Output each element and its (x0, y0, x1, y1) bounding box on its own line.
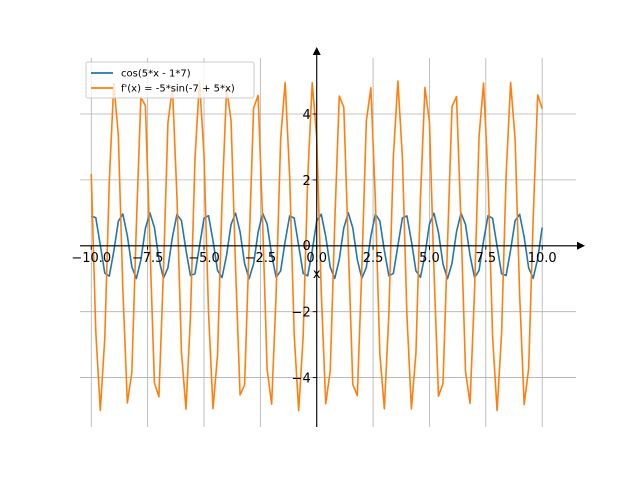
x-tick-label: 5.0 (419, 251, 440, 266)
axes (80, 47, 585, 427)
y-tick-label: −4 (292, 372, 311, 387)
x-tick-label: −10.0 (71, 251, 111, 266)
x-tick-label: −7.5 (132, 251, 164, 266)
legend-entry-label: f'(x) = -5*sin(-7 + 5*x) (121, 84, 235, 95)
x-tick-label: −5.0 (188, 251, 220, 266)
y-axis-arrow (312, 47, 321, 55)
legend: cos(5*x - 1*7) f'(x) = -5*sin(-7 + 5*x) (85, 61, 255, 99)
legend-box (85, 61, 255, 99)
x-tick-label: 0.0 (306, 251, 327, 266)
x-tick-label: 10.0 (528, 251, 557, 266)
x-axis-label: x (313, 267, 321, 282)
y-tick-label: 0 (302, 239, 310, 254)
y-tick-label: 4 (302, 108, 310, 123)
x-tick-label: 7.5 (475, 251, 496, 266)
x-tick-label: 2.5 (363, 251, 384, 266)
y-tick-label: −2 (292, 306, 311, 321)
x-axis-arrow (577, 241, 585, 250)
x-tick-label: −2.5 (245, 251, 277, 266)
tick-labels: −10.0 −7.5 −5.0 −2.5 0.0 2.5 5.0 7.5 10.0 −4 −2 2 4 0 (71, 108, 556, 387)
legend-entry-label: cos(5*x - 1*7) (121, 69, 191, 80)
y-tick-label: 2 (302, 174, 310, 189)
